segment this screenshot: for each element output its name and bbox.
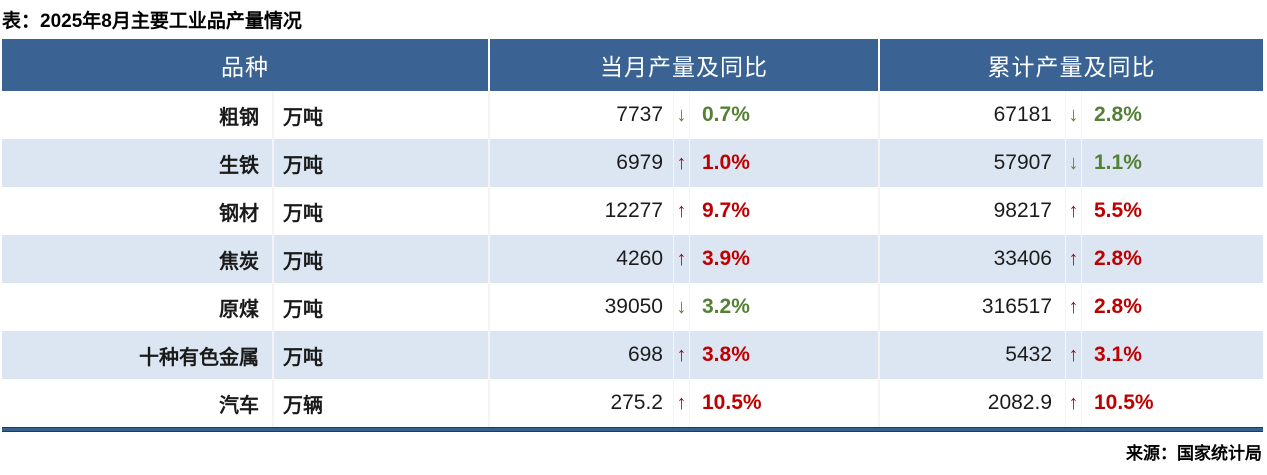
month-value: 4260: [488, 235, 673, 283]
header-monthly-output: 当月产量及同比: [488, 39, 878, 91]
table-row: 粗钢 万吨 7737 ↓ 0.7% 67181 ↓ 2.8%: [2, 91, 1263, 139]
month-value: 698: [488, 331, 673, 379]
cumulative-pct-change: 2.8%: [1081, 91, 1263, 139]
cumulative-value: 2082.9: [878, 379, 1065, 427]
product-name: 汽车: [219, 394, 259, 417]
up-arrow-icon: ↑: [673, 331, 689, 379]
table-row: 原煤 万吨 39050 ↓ 3.2% 316517 ↑ 2.8%: [2, 283, 1263, 331]
cumulative-value: 33406: [878, 235, 1065, 283]
cumulative-value: 67181: [878, 91, 1065, 139]
product-name: 原煤: [219, 298, 259, 321]
up-arrow-icon: ↑: [1065, 187, 1081, 235]
product-name: 粗钢: [219, 106, 259, 129]
month-pct-change: 0.7%: [689, 91, 878, 139]
up-arrow-icon: ↑: [673, 139, 689, 187]
down-arrow-icon: ↓: [1065, 139, 1081, 187]
product-unit: 万吨: [272, 283, 488, 331]
down-arrow-icon: ↓: [673, 283, 689, 331]
product-name: 焦炭: [219, 250, 259, 273]
source-note: 来源：国家统计局: [1126, 444, 1262, 463]
product-name: 生铁: [219, 154, 259, 177]
table-row: 焦炭 万吨 4260 ↑ 3.9% 33406 ↑ 2.8%: [2, 235, 1263, 283]
cumulative-value: 57907: [878, 139, 1065, 187]
down-arrow-icon: ↓: [673, 91, 689, 139]
up-arrow-icon: ↑: [673, 235, 689, 283]
up-arrow-icon: ↑: [1065, 331, 1081, 379]
month-value: 39050: [488, 283, 673, 331]
header-product: 品种: [221, 55, 269, 80]
month-pct-change: 9.7%: [689, 187, 878, 235]
table-title: 表：2025年8月主要工业品产量情况: [2, 11, 302, 32]
month-value: 7737: [488, 91, 673, 139]
page: 表：2025年8月主要工业品产量情况 品种 当月产量及同比 累计产量及同比 粗钢…: [0, 6, 1267, 475]
table-header-row: 品种 当月产量及同比 累计产量及同比: [2, 39, 1263, 91]
up-arrow-icon: ↑: [673, 379, 689, 427]
month-value: 6979: [488, 139, 673, 187]
up-arrow-icon: ↑: [673, 187, 689, 235]
table-body: 粗钢 万吨 7737 ↓ 0.7% 67181 ↓ 2.8% 生铁 万吨 6979 ↑ 1.0% 5790…: [2, 91, 1263, 427]
table-row: 生铁 万吨 6979 ↑ 1.0% 57907 ↓ 1.1%: [2, 139, 1263, 187]
cumulative-value: 316517: [878, 283, 1065, 331]
month-pct-change: 10.5%: [689, 379, 878, 427]
cumulative-pct-change: 10.5%: [1081, 379, 1263, 427]
month-pct-change: 3.2%: [689, 283, 878, 331]
table-row: 十种有色金属 万吨 698 ↑ 3.8% 5432 ↑ 3.1%: [2, 331, 1263, 379]
product-unit: 万吨: [272, 91, 488, 139]
month-value: 275.2: [488, 379, 673, 427]
up-arrow-icon: ↑: [1065, 235, 1081, 283]
cumulative-pct-change: 2.8%: [1081, 283, 1263, 331]
month-value: 12277: [488, 187, 673, 235]
product-unit: 万吨: [272, 331, 488, 379]
cumulative-pct-change: 5.5%: [1081, 187, 1263, 235]
month-pct-change: 3.9%: [689, 235, 878, 283]
product-name: 钢材: [219, 202, 259, 225]
cumulative-pct-change: 1.1%: [1081, 139, 1263, 187]
cumulative-pct-change: 3.1%: [1081, 331, 1263, 379]
product-unit: 万吨: [272, 139, 488, 187]
industrial-output-table: 品种 当月产量及同比 累计产量及同比 粗钢 万吨 7737 ↓ 0.7% 67181 ↓ 2.…: [2, 39, 1263, 432]
header-cumulative-output: 累计产量及同比: [878, 39, 1263, 91]
product-unit: 万辆: [272, 379, 488, 427]
cumulative-value: 98217: [878, 187, 1065, 235]
product-unit: 万吨: [272, 187, 488, 235]
up-arrow-icon: ↑: [1065, 283, 1081, 331]
up-arrow-icon: ↑: [1065, 379, 1081, 427]
product-name: 十种有色金属: [139, 346, 259, 369]
month-pct-change: 3.8%: [689, 331, 878, 379]
product-unit: 万吨: [272, 235, 488, 283]
table-row: 钢材 万吨 12277 ↑ 9.7% 98217 ↑ 5.5%: [2, 187, 1263, 235]
table-bottom-border: [2, 427, 1263, 432]
cumulative-pct-change: 2.8%: [1081, 235, 1263, 283]
down-arrow-icon: ↓: [1065, 91, 1081, 139]
month-pct-change: 1.0%: [689, 139, 878, 187]
cumulative-value: 5432: [878, 331, 1065, 379]
table-row: 汽车 万辆 275.2 ↑ 10.5% 2082.9 ↑ 10.5%: [2, 379, 1263, 427]
